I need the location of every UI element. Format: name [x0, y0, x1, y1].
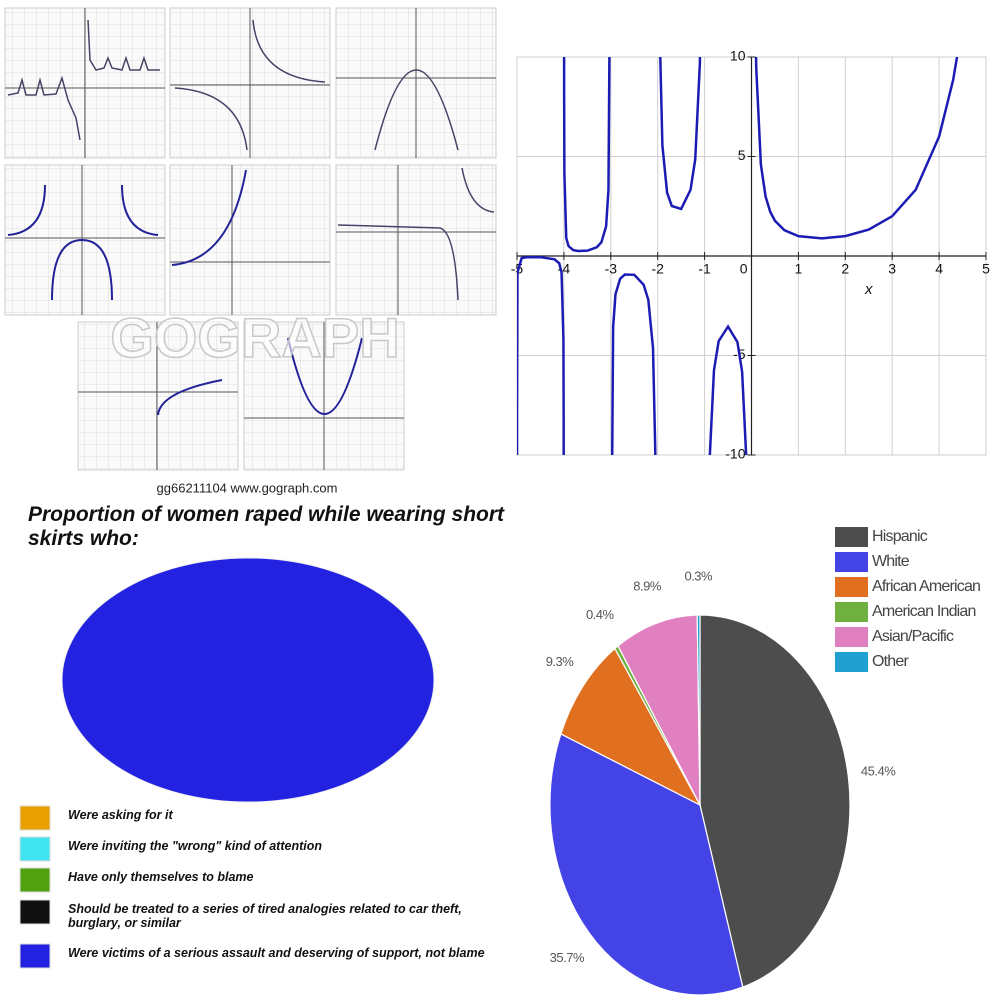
x-tick-label: 0: [740, 261, 748, 277]
legend-label: Hispanic: [872, 528, 928, 545]
pie-slice: [696, 614, 701, 806]
thumb: [243, 321, 405, 471]
x-tick-label: -2: [651, 261, 664, 277]
line-series: [517, 57, 959, 455]
legend-label: Have only themselves to blame: [68, 870, 254, 884]
stock-image: GOGRAPH gg66211104 www.gograph.com: [4, 7, 497, 495]
thumb: [169, 7, 331, 159]
pie-slice: [61, 557, 435, 803]
legend-swatch: [835, 652, 868, 672]
thumb: [335, 7, 497, 159]
legend-label: Were asking for it: [68, 808, 173, 822]
x-tick-label: 3: [888, 261, 896, 277]
legend-label: Should be treated to a series of tired a…: [68, 902, 462, 930]
legend-swatch: [835, 627, 868, 647]
legend-label: White: [872, 553, 910, 570]
value-label: 8.9%: [633, 579, 662, 594]
pie-slice: [560, 647, 702, 807]
value-label: 9.3%: [546, 654, 575, 669]
legend-label: American Indian: [872, 603, 976, 620]
x-tick-label: -3: [605, 261, 618, 277]
legend-swatch: [835, 527, 868, 547]
x-tick-label: 4: [935, 261, 943, 277]
caption: gg66211104 www.gograph.com: [157, 480, 338, 495]
value-label: 35.7%: [550, 950, 585, 965]
legend-swatch: [19, 805, 51, 831]
legend-swatch: [19, 867, 51, 893]
thumb: [4, 164, 166, 316]
y-tick-label: 10: [730, 48, 746, 64]
legend-swatch: [835, 577, 868, 597]
pie-slice: [699, 614, 851, 988]
legend-label: Were inviting the "wrong" kind of attent…: [68, 839, 322, 853]
thumb: [335, 164, 497, 316]
y-tick-label: 5: [738, 147, 746, 163]
legend-swatch: [835, 552, 868, 572]
value-label: 45.4%: [861, 764, 896, 779]
watermark: GOGRAPH: [110, 306, 399, 369]
legend-label: African American: [872, 578, 980, 595]
x-tick-label: 2: [841, 261, 849, 277]
pie-slice: [617, 614, 701, 806]
legend-label: Asian/Pacific: [872, 628, 954, 645]
chart-title: Proportion of women raped while wearing …: [28, 503, 505, 550]
x-tick-label: 1: [795, 261, 803, 277]
pie-slice: [549, 733, 744, 996]
value-label: 0.3%: [684, 568, 713, 583]
value-label: 0.4%: [586, 607, 615, 622]
legend-swatch: [19, 836, 51, 862]
legend-label: Other: [872, 653, 909, 670]
legend-label: Were victims of a serious assault and de…: [68, 946, 485, 960]
thumb: [169, 164, 331, 316]
legend-swatch: [19, 943, 51, 969]
thumb: [4, 7, 166, 159]
x-tick-label: 5: [982, 261, 990, 277]
x-tick-label: -1: [698, 261, 711, 277]
legend-swatch: [19, 899, 51, 925]
legend-swatch: [835, 602, 868, 622]
thumb: [77, 321, 239, 471]
x-axis-label: x: [864, 281, 873, 298]
y-tick-label: -10: [725, 446, 745, 462]
